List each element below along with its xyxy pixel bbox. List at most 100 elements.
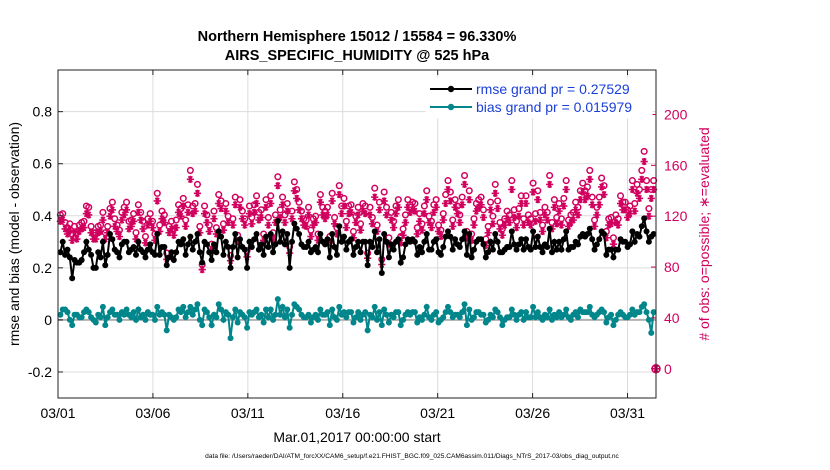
evaluated-point xyxy=(186,175,194,183)
rmse-point xyxy=(463,251,470,258)
rmse-point xyxy=(622,238,629,245)
rmse-point xyxy=(322,241,329,248)
rmse-point xyxy=(494,238,501,245)
rmse-point xyxy=(92,264,99,271)
bias-point xyxy=(149,311,156,318)
bias-point xyxy=(199,322,206,329)
bias-point xyxy=(506,314,513,321)
evaluated-point xyxy=(267,199,275,208)
bias-point xyxy=(381,306,388,313)
bias-point xyxy=(272,311,279,318)
rmse-point xyxy=(102,262,109,269)
legend-rmse-marker xyxy=(447,85,455,93)
bias-point xyxy=(341,309,348,316)
bias-point xyxy=(64,309,71,316)
possible-point xyxy=(529,179,537,187)
evaluated-point xyxy=(205,227,213,236)
rmse-point xyxy=(59,238,66,245)
bias-point xyxy=(608,311,615,318)
evaluated-point xyxy=(323,211,332,219)
evaluated-point xyxy=(470,221,478,229)
rmse-point xyxy=(364,262,371,269)
rmse-point xyxy=(147,241,154,248)
possible-point xyxy=(399,225,407,233)
evaluated-point xyxy=(177,212,185,220)
rmse-point xyxy=(156,251,163,258)
bias-point xyxy=(151,316,158,323)
bias-point xyxy=(411,309,418,316)
possible-point xyxy=(349,227,358,236)
evaluated-point xyxy=(614,221,622,229)
rmse-point xyxy=(99,238,106,245)
bias-point xyxy=(574,314,581,321)
evaluated-point xyxy=(87,229,95,237)
chart-subtitle: AIRS_SPECIFIC_HUMIDITY @ 525 hPa xyxy=(225,48,490,64)
bias-point xyxy=(648,329,655,336)
rmse-point xyxy=(203,241,210,248)
evaluated-point xyxy=(451,203,459,211)
evaluated-point xyxy=(527,221,535,229)
rmse-point xyxy=(253,231,260,237)
possible-point xyxy=(252,192,261,200)
bias-point xyxy=(563,306,570,313)
bias-point xyxy=(442,309,449,316)
bias-point xyxy=(560,311,567,318)
rmse-point xyxy=(515,241,522,248)
possible-point xyxy=(546,171,554,180)
rmse-point xyxy=(196,249,203,256)
evaluated-point xyxy=(399,231,407,239)
rmse-point xyxy=(168,249,175,256)
possible-point xyxy=(508,177,516,185)
evaluated-point xyxy=(352,218,360,227)
rmse-point xyxy=(376,236,383,243)
rmse-point xyxy=(423,231,430,237)
rmse-point xyxy=(357,249,364,256)
possible-point xyxy=(382,203,391,211)
bias-point xyxy=(324,309,331,316)
evaluated-point xyxy=(73,235,81,243)
rmse-point xyxy=(227,264,234,271)
evaluated-point xyxy=(444,185,452,194)
rmse-point xyxy=(206,249,213,256)
rmse-point xyxy=(182,251,189,258)
bias-point xyxy=(317,306,324,313)
evaluated-point xyxy=(387,216,395,224)
rmse-point xyxy=(378,270,385,277)
possible-point xyxy=(201,202,209,210)
rmse-point xyxy=(246,238,253,245)
possible-point xyxy=(366,203,374,211)
bias-point xyxy=(92,319,99,326)
bias-point xyxy=(135,306,142,313)
rmse-point xyxy=(189,246,196,253)
rmse-point xyxy=(433,236,440,243)
bias-point xyxy=(329,306,336,313)
evaluated-point xyxy=(96,227,105,236)
evaluated-point xyxy=(418,226,426,234)
rmse-point xyxy=(589,236,596,243)
bias-point xyxy=(534,309,541,316)
evaluated-point xyxy=(569,216,577,224)
bias-point xyxy=(203,309,210,316)
rmse-point xyxy=(397,259,404,266)
rmse-point xyxy=(161,244,168,251)
possible-point xyxy=(515,205,523,213)
bias-point xyxy=(369,314,376,321)
rmse-point xyxy=(558,246,565,253)
evaluated-point xyxy=(375,206,384,214)
evaluated-point xyxy=(401,218,410,227)
possible-point xyxy=(191,199,199,208)
bias-point xyxy=(629,306,636,313)
bias-point xyxy=(279,303,286,310)
evaluated-point xyxy=(262,203,270,211)
evaluated-point xyxy=(335,190,343,199)
evaluated-point xyxy=(229,221,237,229)
rmse-point xyxy=(444,228,451,235)
rmse-point xyxy=(248,244,255,251)
rmse-point xyxy=(258,241,265,248)
rmse-point xyxy=(596,236,603,243)
axis-ticks xyxy=(57,70,656,398)
rmse-point xyxy=(551,238,558,245)
rmse-point xyxy=(366,238,373,245)
rmse-point xyxy=(95,249,102,256)
